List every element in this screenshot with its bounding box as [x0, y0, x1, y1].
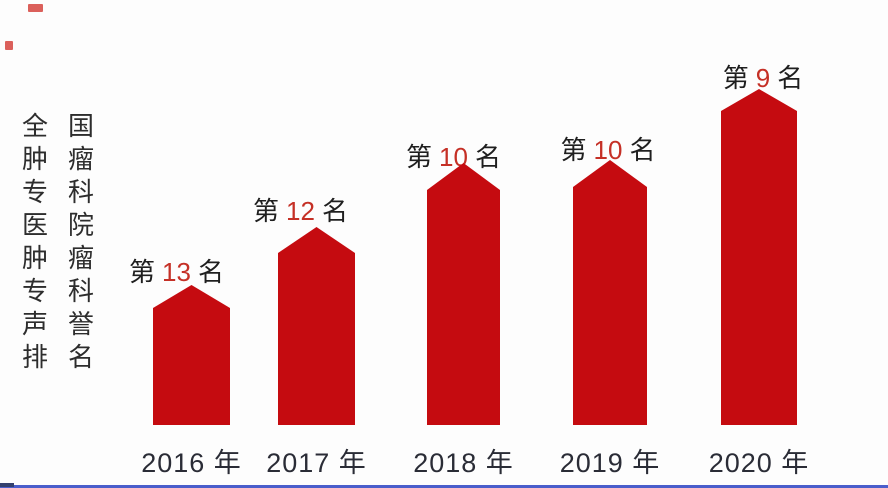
- red-accent-dash: [28, 4, 43, 12]
- rank-number: 10: [593, 135, 623, 165]
- bottom-accent-line: [0, 485, 888, 488]
- side-title-row: 声誉: [22, 309, 95, 339]
- bottom-accent-line-cap: [0, 483, 14, 487]
- side-title-row: 医院: [22, 210, 95, 240]
- side-title-row: 排名: [22, 342, 95, 372]
- year-axis-label: 2016 年: [141, 448, 242, 478]
- bar-value-label: 第 10 名: [561, 130, 656, 167]
- rank-prefix: 第: [129, 257, 156, 287]
- rank-prefix: 第: [560, 135, 587, 165]
- bar-2017年: [278, 227, 355, 425]
- bar-value-label: 第 12 名: [253, 191, 348, 228]
- bar-2016年: [153, 285, 230, 425]
- bar-2019年: [573, 160, 647, 425]
- year-axis-label: 2019 年: [559, 448, 661, 478]
- rank-number: 9: [755, 63, 771, 93]
- rank-suffix: 名: [321, 196, 348, 226]
- rank-suffix: 名: [197, 257, 224, 287]
- rank-prefix: 第: [722, 63, 749, 93]
- rank-prefix: 第: [253, 196, 280, 226]
- side-title-row: 专科: [22, 276, 95, 306]
- side-title-row: 肿瘤: [22, 243, 95, 273]
- rank-suffix: 名: [629, 135, 656, 165]
- bar-value-label: 第 13 名: [129, 252, 224, 289]
- year-axis-label: 2018 年: [413, 448, 514, 478]
- year-axis-label: 2017 年: [266, 448, 367, 478]
- bar-value-label: 第 10 名: [406, 137, 501, 174]
- rank-number: 12: [286, 196, 315, 226]
- side-title-row: 专科: [22, 177, 95, 207]
- side-title-row: 肿瘤: [22, 144, 95, 174]
- rank-prefix: 第: [406, 142, 433, 172]
- red-accent-dash: [5, 41, 13, 50]
- bar-2020年: [721, 89, 797, 425]
- rank-suffix: 名: [474, 142, 501, 172]
- rank-number: 13: [162, 257, 191, 287]
- rank-suffix: 名: [777, 63, 804, 93]
- bar-2018年: [427, 163, 500, 425]
- side-title-row: 全国: [22, 111, 95, 141]
- year-axis-label: 2020 年: [708, 448, 810, 478]
- chart-vertical-title: 全国肿瘤专科医院肿瘤专科声誉排名: [22, 110, 94, 374]
